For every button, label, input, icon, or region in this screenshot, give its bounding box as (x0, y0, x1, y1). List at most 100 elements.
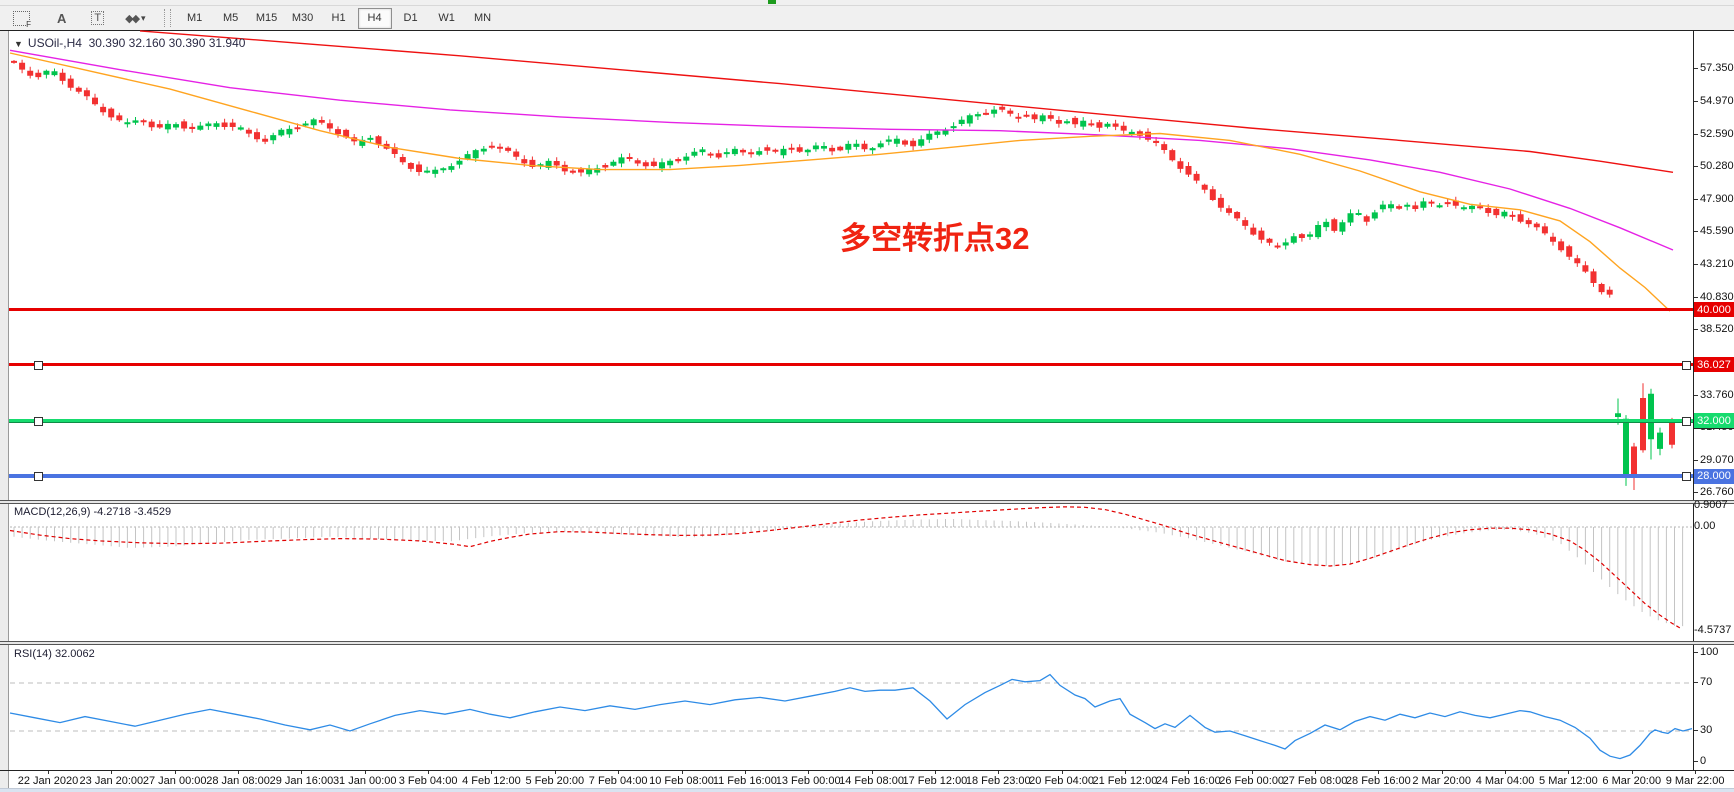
price-tick-label: 29.070 (1694, 454, 1734, 466)
rsi-axis-label: 30 (1694, 724, 1712, 736)
time-axis-label: 27 Jan 00:00 (142, 775, 207, 787)
hline-36.027[interactable] (9, 363, 1693, 367)
macd-indicator-label: MACD(12,26,9) -4.2718 -3.4529 (14, 506, 172, 518)
time-tick (618, 771, 620, 774)
hline-handle[interactable] (1682, 472, 1691, 482)
hline-handle[interactable] (1682, 416, 1691, 426)
time-tick (301, 771, 303, 774)
time-tick (744, 771, 746, 774)
hline-handle[interactable] (34, 416, 43, 426)
timeframe-button-M30[interactable]: M30 (291, 12, 314, 24)
symbol-ohlc-values: 30.390 32.160 30.390 31.940 (88, 36, 246, 50)
time-axis-border (0, 770, 1734, 771)
price-tick-label: 50.280 (1694, 160, 1734, 172)
rsi-panel-divider[interactable] (0, 641, 1734, 645)
time-tick (1188, 771, 1190, 774)
time-axis-label: 5 Feb 20:00 (525, 775, 585, 787)
macd-panel-divider[interactable] (0, 500, 1734, 504)
price-tick-label: 57.350 (1694, 62, 1734, 74)
time-axis-label: 27 Feb 08:00 (1282, 775, 1348, 787)
chart-symbol-label[interactable]: ▼ USOil-,H4 30.390 32.160 30.390 31.940 (14, 36, 245, 50)
rsi-axis-label: 0 (1694, 755, 1706, 767)
price-tick-label: 26.760 (1694, 486, 1734, 498)
timeframe-buttons: M1 M5 M15 M30 H1 H4 D1 W1 MN (177, 7, 501, 29)
time-tick (428, 771, 430, 774)
time-axis-label: 4 Feb 12:00 (462, 775, 521, 787)
rsi-axis-label: 70 (1694, 676, 1712, 688)
chart-top-border (0, 30, 1734, 31)
time-axis-label: 6 Mar 20:00 (1602, 775, 1662, 787)
timeframe-button-M5[interactable]: M5 (222, 12, 239, 24)
time-tick (1378, 771, 1380, 774)
chart-text-annotation[interactable]: 多空转折点32 (840, 221, 1030, 256)
text-a-icon[interactable]: A (57, 10, 67, 26)
time-tick (871, 771, 873, 774)
line-studies-toolbar: F A T ◆◆ ▾ M1 M5 M15 M30 H1 H4 D1 W1 MN (0, 6, 1734, 30)
price-tick-label: 40.830 (1694, 291, 1734, 303)
time-axis-label: 22 Jan 2020 (17, 775, 79, 787)
crosshair-grid-f-icon[interactable]: F (8, 7, 35, 29)
price-tick-label: 47.900 (1694, 193, 1734, 205)
text-label-icon[interactable]: T (86, 7, 109, 29)
time-tick (364, 771, 366, 774)
price-badge-32.000: 32.000 (1694, 413, 1734, 429)
upper-toolbar-sliver (0, 0, 1734, 6)
time-tick (808, 771, 810, 774)
time-axis-label: 9 Mar 22:00 (1665, 775, 1725, 787)
time-axis-label: 18 Feb 23:00 (965, 775, 1031, 787)
price-axis-border (1693, 30, 1694, 770)
time-axis-label: 28 Jan 08:00 (206, 775, 270, 787)
rsi-axis-label: 100 (1694, 646, 1718, 658)
hline-40.000[interactable] (9, 308, 1693, 312)
toolbar-green-fragment (768, 0, 776, 4)
timeframe-button-H4[interactable]: H4 (357, 7, 392, 29)
time-axis-label: 28 Feb 16:00 (1345, 775, 1411, 787)
price-badge-40.000: 40.000 (1694, 302, 1734, 318)
hline-handle[interactable] (34, 360, 43, 370)
arrow-objects-icon[interactable]: ◆◆ ▾ (125, 12, 146, 25)
time-tick (1505, 771, 1507, 774)
price-tick-label: 33.760 (1694, 389, 1734, 401)
timeframe-button-D1[interactable]: D1 (403, 12, 418, 24)
time-tick (491, 771, 493, 774)
bottom-status-strip (0, 788, 1734, 792)
macd-axis-label: 0.00 (1694, 520, 1716, 532)
time-tick (1061, 771, 1063, 774)
hline-handle[interactable] (34, 472, 43, 482)
collapse-caret-icon[interactable]: ▼ (14, 39, 23, 49)
hline-28.000[interactable] (9, 474, 1693, 479)
timeframe-button-M15[interactable]: M15 (255, 12, 278, 24)
hline-32.000[interactable] (9, 419, 1693, 424)
time-axis-label: 24 Feb 16:00 (1155, 775, 1221, 787)
dropdown-caret-icon[interactable]: ▾ (141, 12, 146, 23)
timeframe-button-MN[interactable]: MN (474, 12, 492, 24)
time-tick (48, 771, 49, 774)
toolbar-drag-handle[interactable] (163, 9, 171, 27)
time-axis-label: 2 Mar 20:00 (1412, 775, 1472, 787)
time-tick (174, 771, 176, 774)
price-tick-label: 45.590 (1694, 225, 1734, 237)
time-axis-label: 20 Feb 04:00 (1029, 775, 1095, 787)
time-axis-label: 29 Jan 16:00 (269, 775, 334, 787)
time-axis-label: 10 Feb 08:00 (649, 775, 714, 787)
price-marker-line (1694, 428, 1734, 430)
macd-axis-label: -4.5737 (1694, 624, 1732, 636)
time-tick (1441, 771, 1443, 774)
time-axis-label: 23 Jan 20:00 (79, 775, 144, 787)
price-tick-label: 52.590 (1694, 128, 1734, 140)
time-axis-label: 4 Mar 04:00 (1475, 775, 1535, 787)
hline-handle[interactable] (1682, 360, 1691, 370)
window-left-gutter (0, 30, 9, 788)
timeframe-button-H1[interactable]: H1 (331, 12, 346, 24)
time-tick (1568, 771, 1570, 774)
time-axis-label: 31 Jan 00:00 (332, 775, 397, 787)
rsi-indicator-label: RSI(14) 32.0062 (14, 648, 95, 660)
timeframe-button-W1[interactable]: W1 (438, 12, 455, 24)
time-axis-label: 14 Feb 08:00 (839, 775, 904, 787)
time-tick (1695, 771, 1697, 774)
time-tick (1315, 771, 1316, 774)
timeframe-button-M1[interactable]: M1 (186, 12, 203, 24)
time-axis-label: 13 Feb 00:00 (775, 775, 841, 787)
price-tick-label: 43.210 (1694, 258, 1734, 270)
